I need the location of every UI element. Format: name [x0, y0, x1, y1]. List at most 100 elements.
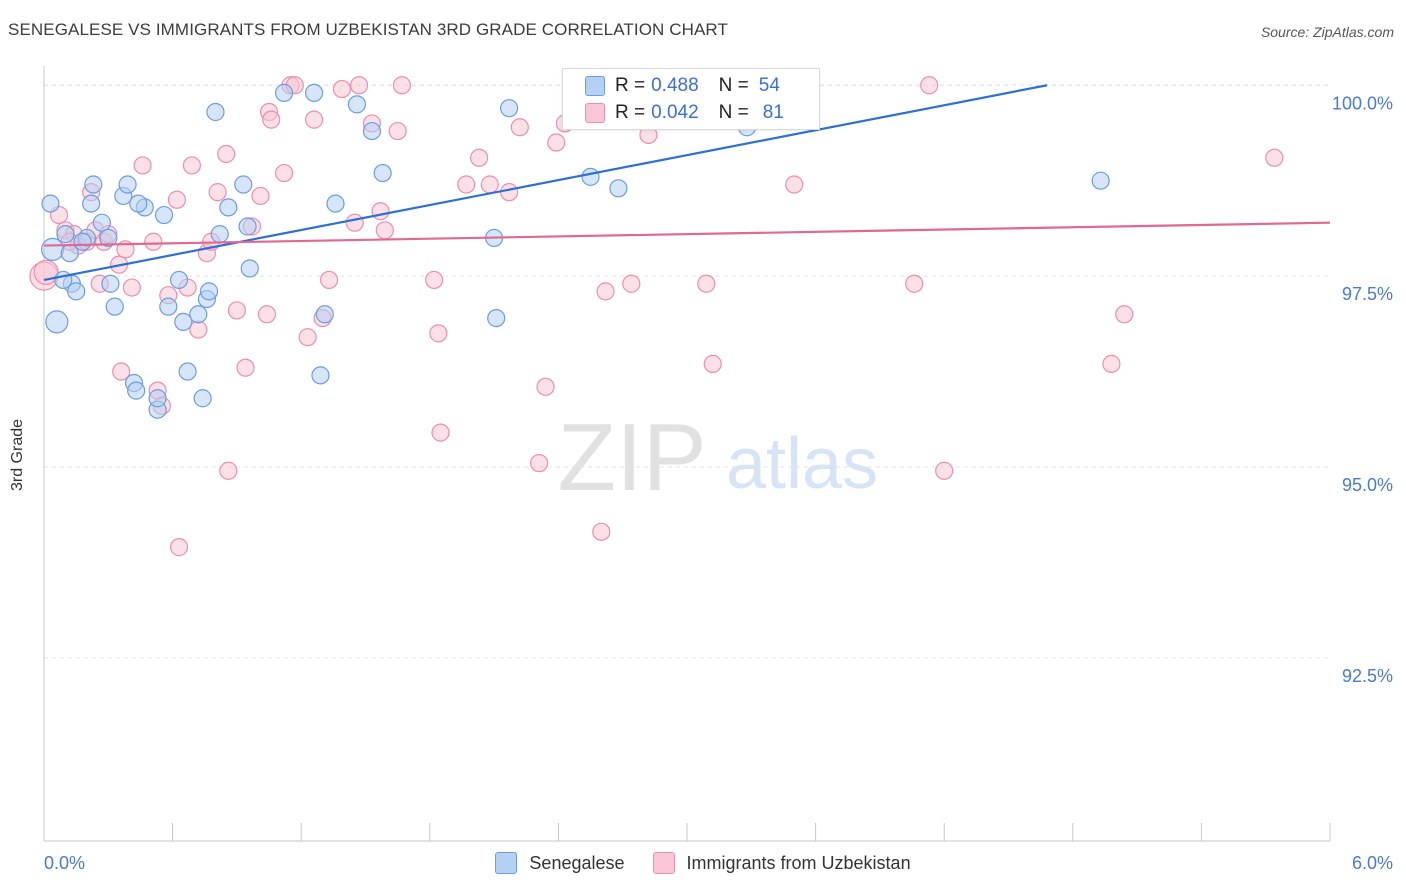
data-point [274, 163, 294, 183]
watermark-zip: ZIP [557, 404, 706, 511]
legend-item-senegalese[interactable]: Senegalese [495, 852, 625, 874]
data-point [581, 167, 600, 186]
gridlines [44, 84, 1330, 659]
data-point [469, 148, 489, 167]
data-point [703, 354, 722, 373]
y-tick-label: 97.5% [1342, 284, 1393, 304]
data-point [319, 270, 339, 290]
r-value: 0.042 [651, 102, 699, 123]
data-point [487, 308, 506, 328]
data-point [40, 237, 65, 261]
data-point [67, 282, 86, 301]
trend-lines [43, 84, 1331, 282]
legend-item-uzbekistan[interactable]: Immigrants from Uzbekistan [652, 852, 911, 874]
data-point [234, 175, 253, 194]
data-point [182, 156, 201, 175]
y-tick-label: 92.5% [1342, 666, 1393, 686]
data-point [118, 175, 137, 194]
data-point [332, 79, 352, 99]
data-point [159, 297, 178, 316]
data-point [274, 83, 294, 103]
data-point [84, 175, 103, 194]
data-point [429, 324, 448, 343]
trend-line-senegalese [43, 84, 1048, 282]
data-point [362, 121, 382, 141]
data-point [129, 194, 148, 213]
n-value: 81 [762, 102, 784, 123]
data-point [73, 232, 92, 251]
data-point [262, 110, 281, 129]
data-point [133, 156, 152, 175]
data-point [530, 454, 549, 473]
data-point [424, 270, 444, 290]
y-tick-label: 100.0% [1332, 93, 1393, 113]
data-point [311, 366, 330, 385]
data-point [431, 423, 450, 442]
trend-line-uzbekistan [43, 221, 1331, 247]
data-point [785, 175, 804, 194]
data-point [208, 183, 227, 202]
data-point [169, 538, 189, 557]
data-point [236, 358, 255, 377]
data-point [219, 461, 238, 480]
data-point [480, 175, 499, 194]
data-point [500, 99, 519, 118]
data-point [174, 312, 193, 332]
legend-label: Senegalese [529, 852, 625, 873]
legend-swatch-senegalese [495, 852, 518, 874]
data-point [257, 305, 277, 324]
data-point [905, 274, 924, 293]
data-point [457, 175, 476, 194]
data-point [500, 183, 519, 202]
data-point [622, 274, 641, 293]
data-point [315, 305, 334, 324]
data-point [219, 198, 238, 217]
data-point [697, 274, 716, 293]
data-point [189, 305, 208, 324]
series-senegalese [40, 83, 1110, 419]
data-point [304, 83, 324, 103]
data-point [375, 221, 394, 240]
data-point [345, 213, 364, 232]
data-point [193, 389, 212, 408]
data-point [592, 522, 611, 541]
data-point [1091, 171, 1110, 190]
n-value: 54 [758, 75, 780, 96]
data-point [547, 133, 566, 152]
data-point [392, 76, 412, 95]
data-point [41, 194, 60, 213]
data-point [920, 76, 939, 95]
n-label: N = [718, 102, 749, 123]
data-point [82, 194, 101, 213]
r-value: 0.488 [651, 75, 699, 96]
data-point [178, 362, 197, 381]
data-point [206, 102, 225, 122]
data-point [210, 225, 229, 244]
data-point [148, 389, 167, 408]
data-point [347, 95, 367, 114]
data-point [326, 194, 345, 213]
r-label: R = [615, 75, 646, 96]
stats-box: R = 0.488 N = 54 R = 0.042 N = 81 [562, 68, 820, 130]
r-label: R = [615, 102, 646, 123]
data-point [371, 202, 390, 221]
data-point [240, 259, 259, 278]
data-point [373, 163, 392, 183]
data-point [122, 278, 141, 297]
data-point [217, 144, 236, 164]
source-label: Source: ZipAtlas.com [1260, 24, 1394, 40]
data-point [1102, 354, 1121, 373]
data-point [105, 297, 124, 316]
data-point [92, 213, 111, 232]
data-point [1265, 148, 1284, 167]
data-point [510, 118, 529, 137]
watermark-atlas: atlas [726, 424, 878, 504]
data-point [298, 328, 317, 347]
data-point [99, 228, 118, 248]
data-point [45, 310, 69, 334]
data-point [935, 461, 954, 480]
senegalese-swatch [585, 76, 605, 96]
data-point [536, 377, 555, 396]
data-point [238, 217, 257, 236]
data-point [199, 282, 219, 301]
